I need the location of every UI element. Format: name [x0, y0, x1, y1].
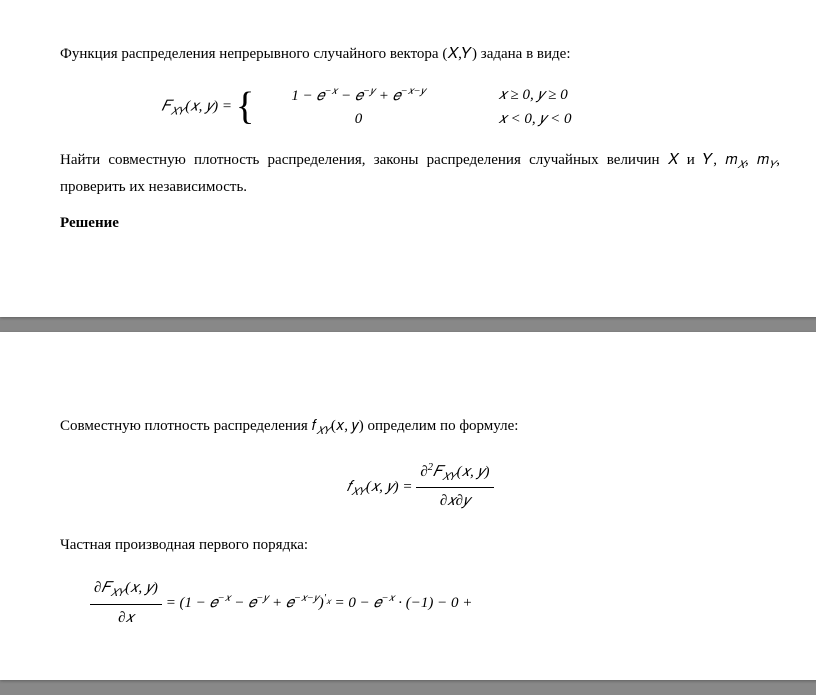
case-row-1: 1 − 𝑒−𝑥 − 𝑒−𝑦 + 𝑒−𝑥−𝑦 𝑥 ≥ 0, 𝑦 ≥ 0 [258, 84, 678, 108]
page1-bottom-spacer [60, 247, 780, 287]
formula-lhs-sub: 𝑋𝑌 [171, 106, 186, 117]
solution-header: Решение [60, 211, 780, 235]
task-paragraph: Найти совместную плотность распределения… [60, 148, 780, 199]
partial-frac-num: ∂𝐹𝑋𝑌(𝑥, 𝑦) [90, 575, 162, 605]
partial-frac: ∂𝐹𝑋𝑌(𝑥, 𝑦) ∂𝑥 [90, 575, 162, 632]
case-row-2: 0 𝑥 < 0, 𝑦 < 0 [258, 108, 678, 131]
prime-mark: ′𝑥 [324, 593, 331, 604]
doc-page-1: Функция распределения непрерывного случа… [0, 0, 816, 317]
partial-frac-den: ∂𝑥 [90, 605, 162, 632]
case1-cond: 𝑥 ≥ 0, 𝑦 ≥ 0 [458, 84, 678, 108]
density-intro: Совместную плотность распределения 𝑓𝑋𝑌(𝑥… [60, 414, 780, 441]
partial-deriv-label: Частная производная первого порядка: [60, 533, 780, 557]
doc-page-2: Совместную плотность распределения 𝑓𝑋𝑌(𝑥… [0, 332, 816, 681]
density-frac: ∂2𝐹𝑋𝑌(𝑥, 𝑦) ∂𝑥∂𝑦 [416, 459, 493, 516]
case2-expr: 0 [258, 108, 458, 131]
distribution-formula: 𝐹𝑋𝑌(𝑥, 𝑦) = { 1 − 𝑒−𝑥 − 𝑒−𝑦 + 𝑒−𝑥−𝑦 𝑥 ≥ … [60, 84, 780, 130]
intro-paragraph: Функция распределения непрерывного случа… [60, 42, 780, 66]
density-formula: 𝑓𝑋𝑌(𝑥, 𝑦) = ∂2𝐹𝑋𝑌(𝑥, 𝑦) ∂𝑥∂𝑦 [60, 459, 780, 516]
formula-lhs-args: (𝑥, 𝑦) = [185, 98, 232, 114]
case1-expr: 1 − 𝑒−𝑥 − 𝑒−𝑦 + 𝑒−𝑥−𝑦 [258, 84, 458, 108]
page2-top-spacer [60, 362, 780, 402]
cases-block: 1 − 𝑒−𝑥 − 𝑒−𝑦 + 𝑒−𝑥−𝑦 𝑥 ≥ 0, 𝑦 ≥ 0 0 𝑥 <… [258, 84, 678, 130]
density-frac-num: ∂2𝐹𝑋𝑌(𝑥, 𝑦) [416, 459, 493, 489]
case2-cond: 𝑥 < 0, 𝑦 < 0 [458, 108, 678, 131]
left-brace: { [236, 91, 255, 122]
density-frac-den: ∂𝑥∂𝑦 [416, 488, 493, 515]
partial-deriv-formula: ∂𝐹𝑋𝑌(𝑥, 𝑦) ∂𝑥 = (1 − 𝑒−𝑥 − 𝑒−𝑦 + 𝑒−𝑥−𝑦)′… [90, 575, 780, 632]
formula-lhs-F: 𝐹 [162, 98, 171, 114]
piecewise-expr: { 1 − 𝑒−𝑥 − 𝑒−𝑦 + 𝑒−𝑥−𝑦 𝑥 ≥ 0, 𝑦 ≥ 0 0 𝑥… [236, 84, 679, 130]
